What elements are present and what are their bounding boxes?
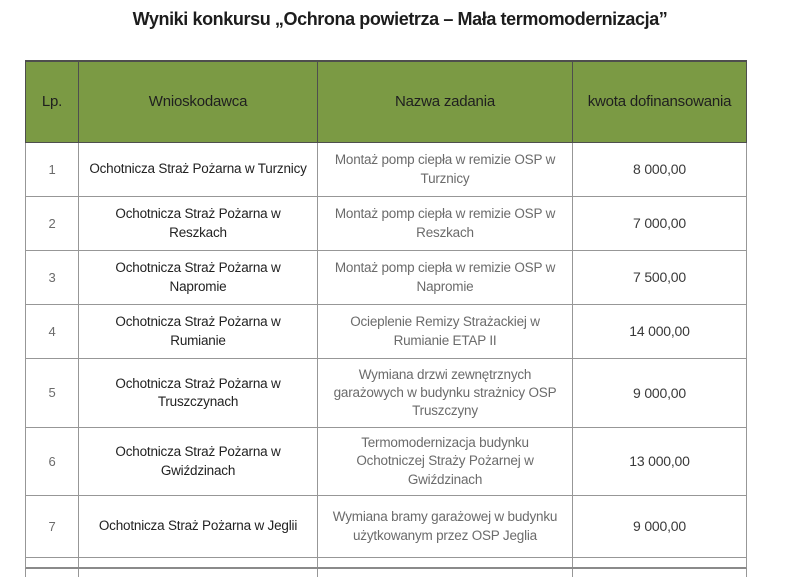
table-row: 4 Ochotnicza Straż Pożarna w Rumianie Oc… <box>25 305 747 359</box>
task-cell: Ocieplenie Remizy Strażackiej w Rumianie… <box>317 305 572 358</box>
applicant-cell: Ochotnicza Straż Pożarna w Turznicy <box>78 143 317 196</box>
row-number: 7 <box>48 518 56 534</box>
table-row: 3 Ochotnicza Straż Pożarna w Napromie Mo… <box>25 251 747 305</box>
row-number: 3 <box>48 269 56 285</box>
task-cell: Wymiana bramy garażowej w budynku użytko… <box>317 496 572 557</box>
applicant-cell: Ochotnicza Straż Pożarna w Truszczynach <box>78 359 317 427</box>
row-number: 1 <box>48 161 56 177</box>
amount-cell <box>572 558 746 567</box>
task-cell <box>317 558 572 567</box>
table-header-row: Lp. Wnioskodawca Nazwa zadania kwota dof… <box>25 62 747 143</box>
task-cell: Wymiana drzwi zewnętrznych garażowych w … <box>317 359 572 427</box>
applicant-cell: Ochotnicza Straż Pożarna w Gwiździnach <box>78 428 317 495</box>
task-cell: Montaż pomp ciepła w remizie OSP w Napro… <box>317 251 572 304</box>
results-table: Lp. Wnioskodawca Nazwa zadania kwota dof… <box>25 60 747 577</box>
applicant-cell: Ochotnicza Straż Pożarna w Napromie <box>78 251 317 304</box>
applicant-cell: Ochotnicza Straż Pożarna w Reszkach <box>78 197 317 250</box>
amount-cell: 7 000,00 <box>572 197 746 250</box>
amount-cell: 9 000,00 <box>572 359 746 427</box>
header-cell-task: Nazwa zadania <box>317 62 572 142</box>
task-cell: Montaż pomp ciepła w remizie OSP w Turzn… <box>317 143 572 196</box>
applicant-cell <box>78 569 317 577</box>
table-row: 7 Ochotnicza Straż Pożarna w Jeglii Wymi… <box>25 496 747 558</box>
row-number: 5 <box>48 385 56 401</box>
header-cell-lp: Lp. <box>41 92 63 110</box>
row-number <box>26 569 78 577</box>
table-row-partial <box>25 558 747 569</box>
table-row-partial <box>25 569 747 577</box>
task-cell: Montaż pomp ciepła w remizie OSP w Reszk… <box>317 197 572 250</box>
header-cell-applicant: Wnioskodawca <box>78 62 317 142</box>
applicant-cell <box>78 558 317 567</box>
amount-cell: 9 000,00 <box>572 496 746 557</box>
row-number: 6 <box>48 453 56 469</box>
task-cell: Termomodernizacja budynku Ochotniczej St… <box>317 428 572 495</box>
table-row: 5 Ochotnicza Straż Pożarna w Truszczynac… <box>25 359 747 428</box>
applicant-cell: Ochotnicza Straż Pożarna w Jeglii <box>78 496 317 557</box>
table-row: 2 Ochotnicza Straż Pożarna w Reszkach Mo… <box>25 197 747 251</box>
amount-cell: 7 500,00 <box>572 251 746 304</box>
header-cell-amount: kwota dofinansowania <box>572 62 746 142</box>
amount-cell <box>572 569 746 577</box>
amount-cell: 8 000,00 <box>572 143 746 196</box>
row-number <box>26 558 78 567</box>
row-number: 4 <box>48 323 56 339</box>
table-row: 6 Ochotnicza Straż Pożarna w Gwiździnach… <box>25 428 747 496</box>
table-row: 1 Ochotnicza Straż Pożarna w Turznicy Mo… <box>25 143 747 197</box>
page-title: Wyniki konkursu „Ochrona powietrza – Mał… <box>132 9 668 29</box>
amount-cell: 14 000,00 <box>572 305 746 358</box>
row-number: 2 <box>48 215 56 231</box>
amount-cell: 13 000,00 <box>572 428 746 495</box>
task-cell <box>317 569 572 577</box>
applicant-cell: Ochotnicza Straż Pożarna w Rumianie <box>78 305 317 358</box>
